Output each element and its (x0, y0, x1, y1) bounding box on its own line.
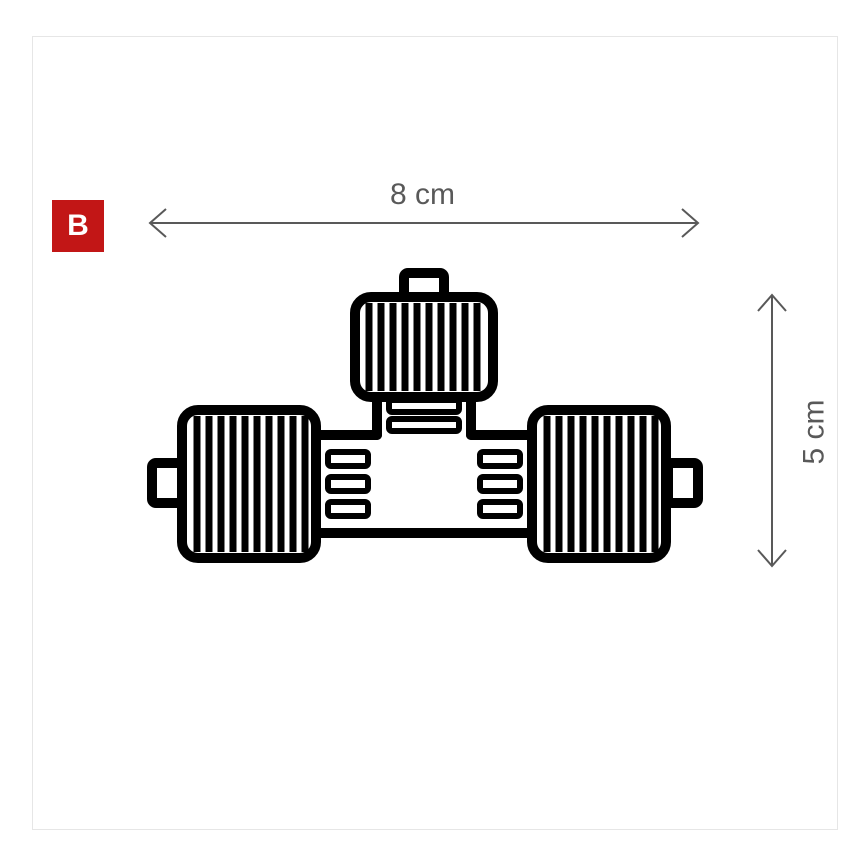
t-connector-icon (0, 0, 868, 868)
